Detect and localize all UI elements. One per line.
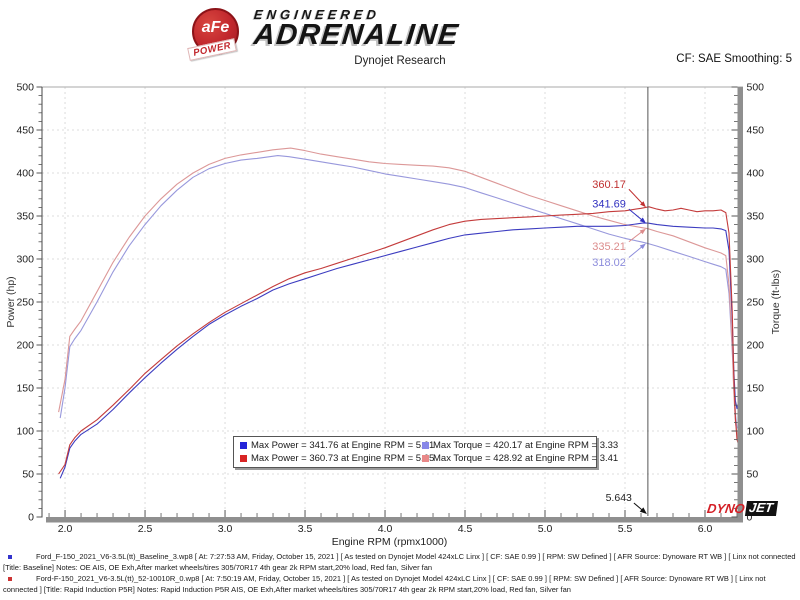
tick-label: 100	[16, 426, 34, 438]
run-notes-line: [Title: Baseline] Notes: OE AIS, OE Exh,…	[3, 562, 433, 572]
legend-item: Max Torque = 428.92 at Engine RPM = 3.41	[422, 452, 618, 464]
callout-341.69: 341.69	[592, 199, 626, 211]
series-baseline_torque	[59, 155, 738, 429]
cursor[interactable]	[633, 87, 649, 516]
tick-label: 200	[747, 340, 765, 352]
tick-label: 5.5	[618, 523, 633, 535]
tick-label: 350	[747, 211, 765, 223]
tick-label: 300	[16, 254, 34, 266]
tick-label: 350	[16, 211, 34, 223]
legend-swatch	[240, 441, 247, 449]
series-rapid_induction_power	[58, 206, 741, 475]
tick-label: 300	[747, 254, 765, 266]
x-axis-title: Engine RPM (rpmx1000)	[332, 536, 448, 548]
run-bullet	[8, 577, 12, 581]
tick-label: 100	[747, 426, 765, 438]
callout-318.02: 318.02	[592, 257, 626, 269]
axes	[36, 86, 743, 523]
right-axis-title: Torque (ft-lbs)	[770, 270, 782, 335]
legend-item: Max Power = 360.73 at Engine RPM = 5.65	[240, 452, 434, 464]
left-axis-title: Power (hp)	[5, 276, 17, 327]
tick-label: 3.0	[218, 523, 233, 535]
tick-label: 450	[747, 125, 765, 137]
tick-label: 5.0	[538, 523, 553, 535]
smoothing-setting: CF: SAE Smoothing: 5	[676, 53, 792, 65]
tick-label: 250	[16, 297, 34, 309]
series-baseline_power	[59, 222, 740, 479]
max-values-legend: Max Power = 341.76 at Engine RPM = 5.61 …	[233, 436, 618, 468]
tick-label: 3.5	[298, 523, 313, 535]
cursor-rpm-label: 5.643	[606, 492, 632, 504]
legend-label: Max Torque = 420.17 at Engine RPM = 3.33	[433, 439, 619, 451]
series-rapid_induction_torque	[58, 147, 740, 444]
legend-swatch	[240, 454, 247, 462]
run-bullet	[8, 555, 12, 559]
legend-swatch	[422, 441, 429, 449]
tick-label: 500	[16, 82, 34, 94]
grid	[42, 87, 737, 517]
tick-label: 500	[747, 82, 765, 94]
tick-label: 150	[747, 383, 765, 395]
dynojet-logo-dyno: DYNO	[706, 500, 746, 516]
run-info-baseline: Ford_F-150_2021_V6-3.5L(tt)_Baseline_3.w…	[0, 552, 800, 573]
dynojet-logo: DYNO JET	[706, 500, 778, 516]
tick-label: 0	[28, 512, 34, 524]
legend-label: Max Torque = 428.92 at Engine RPM = 3.41	[433, 452, 619, 464]
cursor-callouts	[628, 188, 646, 258]
tick-label: 450	[16, 125, 34, 137]
report-subtitle: Dynojet Research	[354, 55, 446, 67]
tick-label: 200	[16, 340, 34, 352]
series-curves	[58, 147, 741, 479]
dynojet-logo-jet: JET	[744, 500, 778, 516]
callout-335.21: 335.21	[592, 241, 626, 253]
tick-label: 0	[747, 512, 753, 524]
callout-360.17: 360.17	[592, 179, 626, 191]
run-file-line: Ford-F-150_2021_V6-3.5L(tt)_52-10010R_0.…	[36, 574, 766, 583]
legend-item: Max Power = 341.76 at Engine RPM = 5.61	[240, 439, 434, 451]
tick-label: 250	[747, 297, 765, 309]
legend-label: Max Power = 341.76 at Engine RPM = 5.61	[251, 439, 435, 451]
tick-label: 50	[22, 469, 34, 481]
run-notes-line: connected ] [Title: Rapid Induction P5R]…	[3, 584, 571, 594]
tick-label: 4.0	[378, 523, 393, 535]
legend-swatch	[422, 454, 429, 462]
run-info-footer: Ford_F-150_2021_V6-3.5L(tt)_Baseline_3.w…	[0, 552, 800, 596]
legend-label: Max Power = 360.73 at Engine RPM = 5.65	[251, 452, 435, 464]
tick-label: 400	[747, 168, 765, 180]
tick-label: 2.0	[58, 523, 73, 535]
run-file-line: Ford_F-150_2021_V6-3.5L(tt)_Baseline_3.w…	[36, 552, 796, 561]
afe-power-logo: aFe POWER	[187, 8, 239, 61]
afe-logo-text: aFe	[201, 19, 230, 36]
tick-label: 4.5	[458, 523, 473, 535]
run-info-rapid-induction: Ford-F-150_2021_V6-3.5L(tt)_52-10010R_0.…	[0, 574, 800, 595]
legend-item: Max Torque = 420.17 at Engine RPM = 3.33	[422, 439, 618, 451]
tick-label: 2.5	[138, 523, 153, 535]
tick-label: 150	[16, 383, 34, 395]
tick-label: 6.0	[698, 523, 713, 535]
tick-label: 50	[747, 469, 759, 481]
tick-label: 400	[16, 168, 34, 180]
